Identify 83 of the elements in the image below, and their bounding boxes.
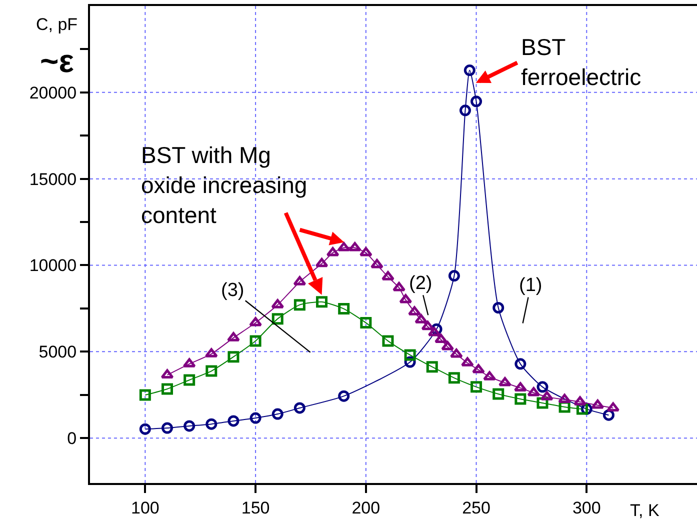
point xyxy=(272,313,284,325)
point xyxy=(441,341,454,350)
point xyxy=(414,314,428,324)
point xyxy=(450,348,463,358)
y-tick-label: 15000 xyxy=(29,170,77,189)
point xyxy=(348,242,362,252)
annotation: (2) xyxy=(409,273,432,294)
point xyxy=(162,422,173,434)
point xyxy=(434,334,448,344)
y-axis-title: C, pF xyxy=(36,15,78,34)
point xyxy=(536,381,548,393)
point xyxy=(382,271,394,280)
point xyxy=(338,390,350,402)
point xyxy=(160,369,174,378)
point xyxy=(272,408,284,420)
point xyxy=(498,377,512,386)
point xyxy=(492,388,504,400)
x-tick-label: 250 xyxy=(462,498,490,518)
point xyxy=(204,348,218,358)
x-axis-title: T, K xyxy=(630,501,660,520)
point xyxy=(228,415,240,427)
point xyxy=(250,412,262,424)
point xyxy=(326,247,340,256)
point xyxy=(228,351,240,363)
point xyxy=(574,396,586,406)
point xyxy=(338,303,350,315)
point xyxy=(408,306,421,316)
point xyxy=(184,374,196,386)
point xyxy=(514,382,527,392)
point xyxy=(184,420,196,432)
y-tick-label: 20000 xyxy=(29,83,77,102)
point xyxy=(227,332,240,342)
point xyxy=(470,381,482,393)
point xyxy=(315,258,328,268)
point xyxy=(162,383,173,395)
point xyxy=(370,258,384,268)
annotation: BST ferroelectric xyxy=(521,34,642,90)
point xyxy=(527,387,540,396)
point xyxy=(182,358,196,368)
point xyxy=(492,302,504,314)
point xyxy=(294,299,306,311)
y-tick-label: 10000 xyxy=(29,256,77,276)
text: ~ε xyxy=(40,43,74,79)
point xyxy=(249,317,262,326)
point xyxy=(591,399,604,409)
point xyxy=(337,242,350,252)
point xyxy=(460,357,474,366)
point xyxy=(558,394,572,404)
point xyxy=(426,361,438,373)
x-tick-label: 300 xyxy=(572,498,601,518)
point xyxy=(428,327,441,336)
point xyxy=(392,282,406,292)
point xyxy=(399,294,412,304)
point xyxy=(139,389,151,401)
annotation: (1) xyxy=(519,275,542,296)
point xyxy=(382,335,394,347)
x-tick-label: 200 xyxy=(352,498,380,518)
point xyxy=(514,393,526,405)
point xyxy=(359,247,372,256)
y-tick-label: 0 xyxy=(67,429,77,448)
point xyxy=(483,371,496,380)
y-tick-label: 5000 xyxy=(38,342,77,362)
point xyxy=(206,365,218,377)
point xyxy=(540,391,554,400)
point xyxy=(139,423,151,435)
annotation: (3) xyxy=(221,280,244,301)
point xyxy=(606,402,620,412)
point xyxy=(514,358,526,370)
point xyxy=(250,335,262,347)
annotation: BST with Mg oxide increasing content xyxy=(141,142,308,228)
point xyxy=(316,296,328,308)
x-tick-label: 150 xyxy=(241,498,270,518)
point xyxy=(448,270,460,282)
x-tick-label: 100 xyxy=(130,498,160,518)
point xyxy=(293,276,306,286)
point xyxy=(472,364,485,374)
point xyxy=(360,317,372,329)
point xyxy=(448,372,460,384)
point xyxy=(206,418,218,430)
point xyxy=(421,320,434,330)
point xyxy=(404,349,416,361)
point xyxy=(294,402,306,414)
point xyxy=(271,299,284,308)
